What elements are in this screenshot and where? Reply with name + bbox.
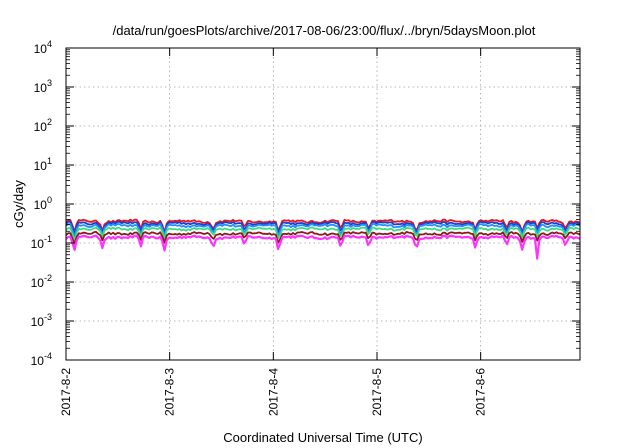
y-tick-label: 104 [34, 39, 52, 56]
y-tick-label: 102 [34, 117, 52, 134]
series-line [65, 220, 581, 236]
y-axis-label: cGy/day [11, 180, 26, 228]
x-tick-label: 2017-8-6 [474, 368, 488, 416]
chart-title: /data/run/goesPlots/archive/2017-08-06/2… [113, 23, 536, 38]
y-tick-label: 100 [34, 195, 52, 212]
axis-ticks [65, 47, 580, 361]
x-tick-labels: 2017-8-2 2017-8-3 2017-8-4 2017-8-5 2017-8-6 [59, 368, 488, 416]
x-tick-label: 2017-8-2 [59, 368, 73, 416]
series-line [65, 223, 581, 239]
series-line [65, 226, 581, 242]
grid-lines [66, 48, 580, 360]
y-tick-label: 10-3 [31, 312, 52, 329]
y-tick-label: 10-2 [31, 273, 52, 290]
y-tick-label: 103 [34, 78, 52, 95]
y-tick-label: 101 [34, 156, 52, 173]
series-line [65, 234, 581, 260]
y-tick-label: 10-4 [31, 351, 52, 368]
series-line [65, 230, 581, 245]
y-tick-labels: 10-4 10-3 10-2 10-1 100 101 102 103 104 [31, 39, 52, 368]
x-axis-label: Coordinated Universal Time (UTC) [223, 430, 422, 445]
x-tick-label: 2017-8-3 [163, 368, 177, 416]
series-line [65, 218, 581, 234]
x-tick-label: 2017-8-5 [370, 368, 384, 416]
x-tick-label: 2017-8-4 [266, 368, 280, 416]
y-tick-label: 10-1 [31, 234, 52, 251]
data-series [65, 218, 581, 260]
